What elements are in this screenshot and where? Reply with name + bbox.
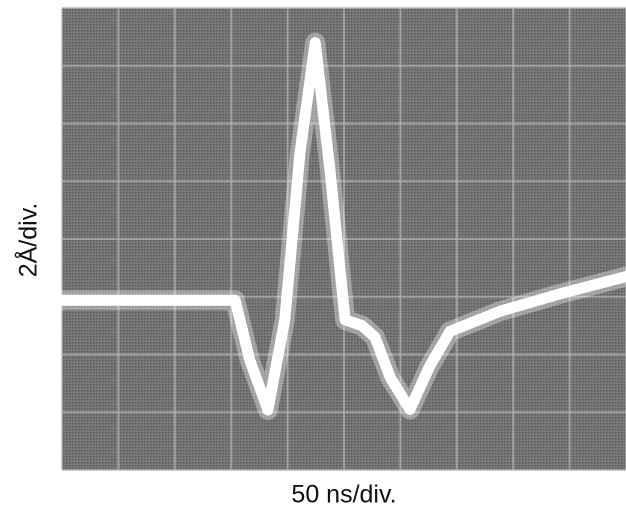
y-axis-label: 2Å/div. — [13, 203, 43, 278]
x-axis-label: 50 ns/div. — [291, 481, 396, 509]
page: {"chart_data": { "type": "line", "x_labe… — [0, 0, 626, 515]
chart: 50 ns/div. 2Å/div. — [0, 0, 626, 515]
